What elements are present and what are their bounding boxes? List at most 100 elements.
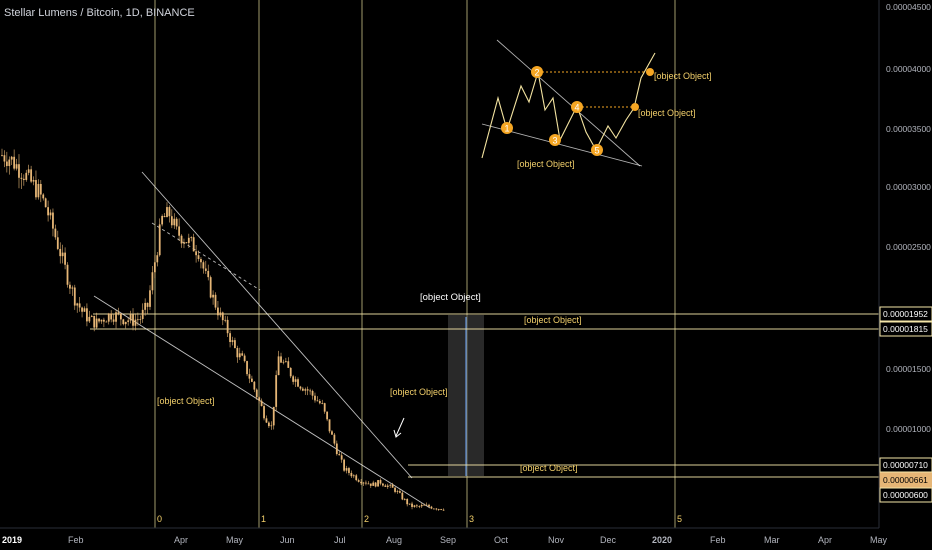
target-zone-label: [object Object] xyxy=(524,315,582,325)
pattern-point-label-5: 5 xyxy=(594,146,599,156)
candle xyxy=(374,482,377,487)
candle xyxy=(47,207,49,216)
target-point-label-2: [object Object] xyxy=(638,108,696,118)
candle xyxy=(355,475,358,481)
candle xyxy=(173,218,176,226)
candle xyxy=(224,319,227,321)
candle xyxy=(71,287,74,289)
candle xyxy=(8,159,11,167)
candle xyxy=(382,483,384,486)
candle xyxy=(377,480,379,487)
candle xyxy=(166,207,168,218)
candle xyxy=(217,307,219,316)
target-dot-1 xyxy=(646,68,654,76)
candle xyxy=(78,303,81,308)
candle xyxy=(304,389,307,391)
time-tick-may-2020: May xyxy=(870,535,888,545)
price-tick-3: 0.00003500 xyxy=(886,124,931,134)
candle xyxy=(178,226,181,236)
candle xyxy=(326,411,329,420)
time-axis[interactable]: 2019 Feb Apr May Jun Jul Aug Sep Oct Nov… xyxy=(2,535,888,545)
candle xyxy=(367,483,370,485)
candle xyxy=(331,431,333,435)
candle xyxy=(428,504,430,507)
target-dot-2 xyxy=(631,103,639,111)
candle xyxy=(238,353,241,358)
time-tick-apr-2020: Apr xyxy=(818,535,832,545)
cycle-marker-2: 2 xyxy=(364,514,369,524)
candle xyxy=(321,403,324,404)
candle xyxy=(246,361,248,375)
price-label-support-top-text: 0.00000710 xyxy=(883,460,928,470)
candle xyxy=(379,480,382,484)
candle xyxy=(15,164,18,169)
candle xyxy=(10,156,13,160)
candle xyxy=(212,294,214,298)
candle xyxy=(231,340,234,343)
candle xyxy=(180,235,183,244)
candle xyxy=(403,498,406,500)
candle xyxy=(136,319,139,321)
time-tick-feb-2020: Feb xyxy=(710,535,726,545)
candle xyxy=(144,302,147,310)
price-label-target-bottom: 0.00001815 xyxy=(879,321,932,337)
breakout-arrow xyxy=(393,417,405,438)
candle xyxy=(69,284,71,289)
candle xyxy=(95,318,98,328)
candle xyxy=(209,277,212,298)
candle xyxy=(168,207,171,217)
falling-wedge-label-diagram: [object Object] xyxy=(517,159,575,169)
candle xyxy=(149,290,151,307)
candle xyxy=(270,425,273,427)
wedge-upper-line[interactable] xyxy=(141,171,413,479)
candle xyxy=(22,178,25,180)
candle xyxy=(1,154,3,156)
candle xyxy=(42,194,45,199)
candle xyxy=(192,237,195,252)
cycle-markers: 0 1 2 3 5 xyxy=(157,514,682,524)
candle xyxy=(297,379,299,387)
pattern-point-label-3: 3 xyxy=(552,136,557,146)
price-label-support-top: 0.00000710 xyxy=(879,457,932,473)
candle xyxy=(258,397,261,401)
time-tick-aug: Aug xyxy=(386,535,402,545)
target-point-label-1: [object Object] xyxy=(654,71,712,81)
candle xyxy=(408,503,411,505)
candle xyxy=(248,374,251,379)
candle xyxy=(229,333,231,343)
candle xyxy=(59,248,62,257)
pattern-point-label-4: 4 xyxy=(574,103,579,113)
candle xyxy=(204,268,207,271)
candle xyxy=(98,318,100,322)
candle xyxy=(328,419,331,432)
candle xyxy=(202,262,205,269)
candle xyxy=(442,509,445,511)
candle xyxy=(88,316,91,322)
price-label-target-bottom-text: 0.00001815 xyxy=(883,324,928,334)
candle xyxy=(81,307,83,312)
candle xyxy=(226,319,229,334)
candle xyxy=(340,455,343,460)
candle xyxy=(369,483,372,486)
price-tick-4: 0.00003000 xyxy=(886,182,931,192)
candle xyxy=(107,313,110,322)
candle xyxy=(207,270,210,278)
candle xyxy=(399,491,401,493)
annotations: [object Object] [object Object] [object … xyxy=(157,71,712,473)
candle xyxy=(365,482,367,484)
time-tick-dec: Dec xyxy=(600,535,617,545)
candle xyxy=(175,218,178,227)
cycle-marker-0: 0 xyxy=(157,514,162,524)
candle xyxy=(411,503,413,507)
candle xyxy=(187,237,190,243)
candle xyxy=(396,491,399,492)
price-axis[interactable]: 0.00004500 0.00004000 0.00003500 0.00003… xyxy=(886,2,931,434)
candle xyxy=(306,389,309,391)
candle xyxy=(401,492,404,500)
candle xyxy=(265,418,268,423)
candle xyxy=(134,319,137,326)
candle xyxy=(25,172,28,180)
candle xyxy=(406,498,409,505)
candle xyxy=(49,212,52,216)
